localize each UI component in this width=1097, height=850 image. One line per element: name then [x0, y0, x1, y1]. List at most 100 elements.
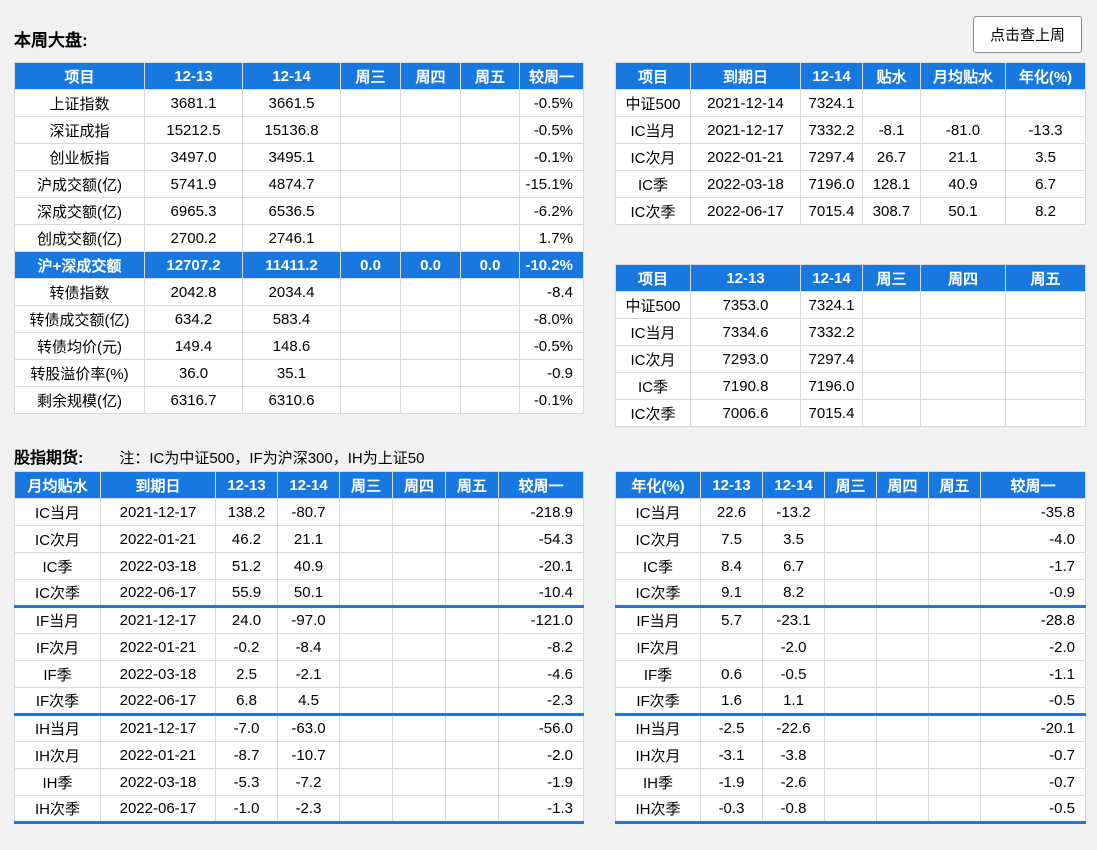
table-row: IF当月 5.7 -23.1 -28.8	[615, 606, 1086, 634]
row-label: IC次季	[615, 197, 691, 225]
cell-value	[876, 633, 929, 661]
cell-value	[392, 714, 446, 742]
cell-value: -35.8	[980, 498, 1086, 526]
cell-value	[1005, 291, 1086, 319]
column-header: 12-14	[800, 264, 863, 292]
table-row: IF当月 2021-12-17 24.0 -97.0 -121.0	[14, 606, 584, 634]
cell-value	[400, 224, 461, 252]
cell-value	[340, 332, 401, 360]
header-row: 项目 12-13 12-14 周三 周四 周五 较周一	[14, 62, 584, 90]
cell-value: -1.7	[980, 552, 1086, 580]
table-row: IC次月 2022-01-21 7297.4 26.7 21.1 3.5	[615, 143, 1086, 171]
cell-value: -15.1%	[519, 170, 584, 198]
table-row: IC当月 2021-12-17 7332.2 -8.1 -81.0 -13.3	[615, 116, 1086, 144]
cell-value	[400, 278, 461, 306]
cell-value	[340, 359, 401, 387]
cell-value	[445, 741, 499, 769]
cell-value	[824, 687, 877, 716]
column-header: 月均贴水	[14, 471, 101, 499]
column-header: 12-13	[215, 471, 278, 499]
cell-value	[340, 170, 401, 198]
cell-value: -0.1%	[519, 386, 584, 414]
cell-value	[876, 579, 929, 608]
cell-value	[824, 606, 877, 634]
cell-value	[339, 687, 393, 716]
cell-value: 6536.5	[242, 197, 341, 225]
cell-value	[862, 372, 921, 400]
cell-value	[824, 795, 877, 824]
cell-value	[928, 714, 981, 742]
cell-value: 2022-03-18	[690, 170, 801, 198]
cell-value: 2021-12-17	[690, 116, 801, 144]
cell-value: -13.3	[1005, 116, 1086, 144]
cell-value: 148.6	[242, 332, 341, 360]
row-label: IC当月	[14, 498, 101, 526]
cell-value: 3681.1	[144, 89, 243, 117]
cell-value	[340, 116, 401, 144]
cell-value	[339, 579, 393, 608]
cell-value: -2.3	[498, 687, 584, 716]
cell-value	[928, 660, 981, 688]
table-row: IC当月 2021-12-17 138.2 -80.7 -218.9	[14, 498, 584, 526]
cell-value	[400, 143, 461, 171]
row-label: IC次季	[615, 399, 691, 427]
row-label: 剩余规模(亿)	[14, 386, 145, 414]
cell-value	[392, 525, 446, 553]
cell-value: 35.1	[242, 359, 341, 387]
cell-value: 11411.2	[242, 251, 341, 279]
cell-value: -1.0	[215, 795, 278, 824]
cell-value	[928, 606, 981, 634]
cell-value: 22.6	[700, 498, 763, 526]
cell-value: -0.2	[215, 633, 278, 661]
cell-value: 7334.6	[690, 318, 801, 346]
table-row: 创业板指 3497.0 3495.1 -0.1%	[14, 143, 584, 171]
cell-value: 8.2	[762, 579, 825, 608]
cell-value: 2022-06-17	[100, 795, 216, 824]
cell-value: 6.8	[215, 687, 278, 716]
row-label: 转股溢价率(%)	[14, 359, 145, 387]
cell-value	[876, 741, 929, 769]
cell-value: 2021-12-17	[100, 498, 216, 526]
cell-value	[876, 606, 929, 634]
cell-value	[460, 359, 520, 387]
cell-value: 6.7	[1005, 170, 1086, 198]
cell-value: -3.1	[700, 741, 763, 769]
futures-label: 股指期货:	[14, 450, 84, 467]
table-row: IF次季 2022-06-17 6.8 4.5 -2.3	[14, 687, 584, 716]
cell-value	[876, 498, 929, 526]
column-header: 年化(%)	[615, 471, 701, 499]
row-label: IH当月	[615, 714, 701, 742]
row-label: IH当月	[14, 714, 101, 742]
cell-value	[400, 116, 461, 144]
row-label: 上证指数	[14, 89, 145, 117]
cell-value: 12707.2	[144, 251, 243, 279]
cell-value	[824, 498, 877, 526]
cell-value	[445, 687, 499, 716]
row-label: IC次月	[615, 345, 691, 373]
cell-value	[339, 660, 393, 688]
cell-value: 634.2	[144, 305, 243, 333]
cell-value: -0.7	[980, 768, 1086, 796]
table-row: IF次季 1.6 1.1 -0.5	[615, 687, 1086, 716]
column-header: 周五	[460, 62, 520, 90]
cell-value: -8.7	[215, 741, 278, 769]
cell-value: 3495.1	[242, 143, 341, 171]
table-row: 剩余规模(亿) 6316.7 6310.6 -0.1%	[14, 386, 584, 414]
cell-value: -0.7	[980, 741, 1086, 769]
cell-value	[824, 525, 877, 553]
cell-value: -1.3	[498, 795, 584, 824]
view-last-week-button[interactable]: 点击查上周	[972, 16, 1082, 53]
table-row: IC季 8.4 6.7 -1.7	[615, 552, 1086, 580]
column-header: 项目	[14, 62, 145, 90]
table-row: 深成交额(亿) 6965.3 6536.5 -6.2%	[14, 197, 584, 225]
cell-value: -0.5	[980, 687, 1086, 716]
cell-value: -8.4	[519, 278, 584, 306]
cell-value: 149.4	[144, 332, 243, 360]
column-header: 较周一	[519, 62, 584, 90]
table-row: 深证成指 15212.5 15136.8 -0.5%	[14, 116, 584, 144]
table-row: IC次月 2022-01-21 46.2 21.1 -54.3	[14, 525, 584, 553]
cell-value: 6965.3	[144, 197, 243, 225]
column-header: 周四	[876, 471, 929, 499]
cell-value	[460, 89, 520, 117]
cell-value	[1005, 318, 1086, 346]
